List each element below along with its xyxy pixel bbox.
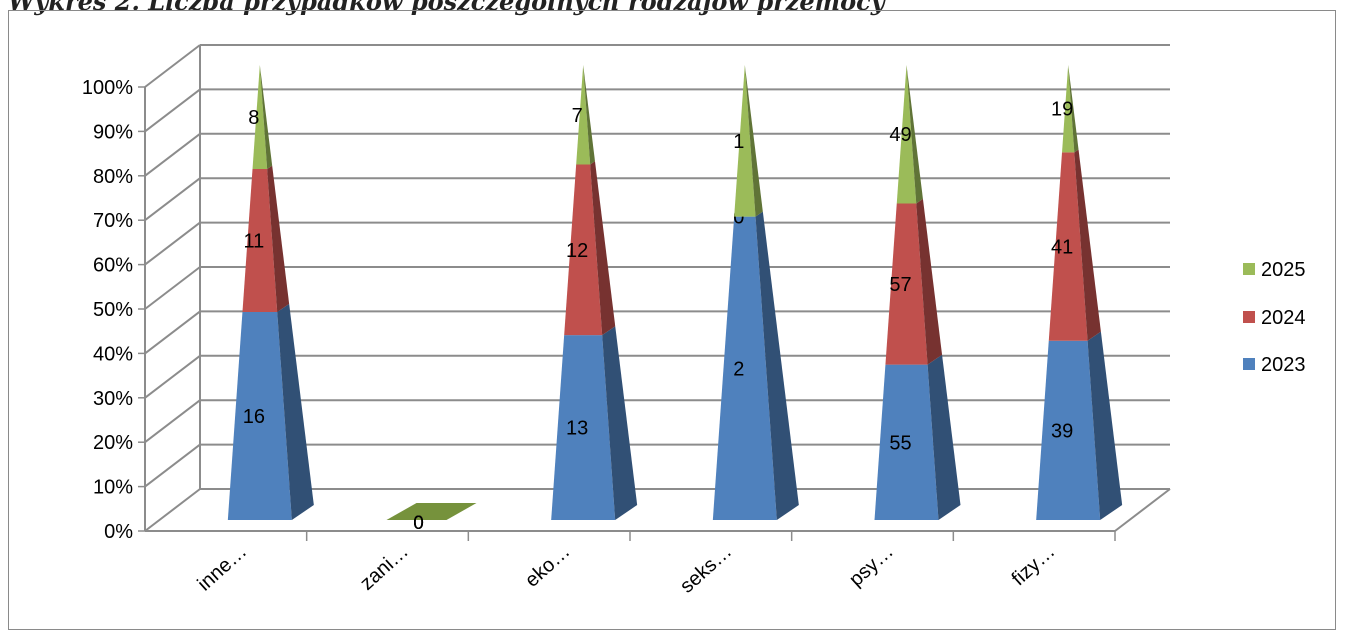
- data-label: 8: [248, 107, 259, 129]
- pyramid-side-2024: [267, 165, 290, 312]
- pyramid-side-2023: [927, 354, 961, 520]
- pyramid-side-2024: [590, 161, 616, 336]
- data-label: 0: [413, 513, 424, 534]
- x-tick-label: psy…: [845, 540, 898, 591]
- side-gridline: [144, 310, 201, 355]
- pyramid-side-2025: [1068, 65, 1079, 153]
- y-tick-label: 0%: [104, 521, 133, 543]
- x-tick-label: eko…: [521, 540, 575, 591]
- side-gridline: [144, 88, 201, 133]
- y-tick-label: 80%: [93, 166, 133, 188]
- data-label: 49: [889, 124, 911, 146]
- side-gridline: [144, 133, 201, 177]
- x-tick-label: inne…: [193, 540, 251, 595]
- pyramid-side-2025: [259, 65, 273, 169]
- legend-label: 2025: [1261, 259, 1306, 281]
- pyramid-segment-2025: [1062, 65, 1075, 153]
- pyramid-segment-2023: [712, 216, 777, 520]
- chart-title: Wykres 2. Liczba przypadków poszczególny…: [8, 0, 885, 16]
- pyramid-side-2023: [277, 303, 314, 520]
- data-label: 1: [733, 131, 744, 153]
- y-tick-label: 100%: [82, 77, 133, 99]
- side-gridline: [144, 399, 201, 443]
- pyramid-side-2025: [583, 65, 595, 165]
- data-label: 16: [243, 406, 265, 428]
- y-tick-label: 50%: [93, 299, 133, 321]
- side-gridline: [144, 44, 201, 88]
- pyramid-segment-2024: [1048, 152, 1088, 341]
- y-tick-label: 70%: [93, 210, 133, 232]
- data-label: 2: [733, 358, 744, 380]
- y-tick-label: 30%: [93, 388, 133, 410]
- pyramid-side-2024: [916, 198, 943, 365]
- empty-category-marker: [386, 503, 477, 520]
- side-gridline: [144, 355, 201, 399]
- pyramid-segment-2023: [227, 312, 292, 520]
- pyramid-segment-2025: [734, 65, 756, 217]
- pyramid-side-2024: [1074, 149, 1101, 341]
- pyramid-side-2023: [602, 326, 638, 520]
- data-label: 55: [889, 432, 911, 454]
- data-label: 19: [1051, 99, 1073, 121]
- legend-swatch-2025: [1243, 263, 1255, 275]
- pyramid-segment-2023: [1036, 340, 1101, 520]
- side-gridline: [144, 266, 201, 310]
- side-gridline: [144, 488, 201, 532]
- data-label: 57: [889, 274, 911, 296]
- legend-label: 2024: [1261, 307, 1306, 329]
- pyramid-segment-2024: [885, 203, 928, 365]
- data-label: 12: [566, 240, 588, 262]
- x-tick-label: fizy…: [1008, 540, 1060, 590]
- side-gridline: [144, 177, 201, 221]
- pyramid-segment-2023: [874, 364, 939, 520]
- pyramid-side-2025: [906, 65, 923, 204]
- x-tick-label: seks…: [676, 540, 736, 597]
- data-label: 0: [413, 513, 424, 534]
- x-tick-label: zani…: [356, 540, 413, 594]
- floor-edge: [1114, 488, 1171, 532]
- side-gridline: [144, 221, 201, 266]
- data-label: 0: [413, 513, 424, 534]
- y-tick-label: 60%: [93, 255, 133, 277]
- pyramid-segment-2024: [564, 164, 603, 336]
- legend-swatch-2023: [1243, 358, 1255, 370]
- data-label: 11: [243, 231, 264, 253]
- pyramid-side-2025: [744, 65, 763, 217]
- pyramid-side-2023: [755, 211, 799, 520]
- data-label: 41: [1051, 237, 1073, 259]
- y-tick-label: 40%: [93, 343, 133, 365]
- legend-swatch-2024: [1243, 311, 1255, 323]
- data-label: 39: [1051, 420, 1073, 442]
- pyramid-segment-2023: [551, 335, 616, 520]
- pyramid-segment-2025: [896, 65, 917, 204]
- side-gridline: [144, 443, 201, 488]
- pyramid-side-2023: [1087, 331, 1123, 520]
- data-label: 13: [566, 418, 588, 440]
- pyramid-segment-2025: [576, 65, 591, 165]
- legend-label: 2023: [1261, 354, 1306, 376]
- y-tick-label: 90%: [93, 121, 133, 143]
- y-tick-label: 20%: [93, 432, 133, 454]
- pyramid-segment-2025: [252, 65, 268, 169]
- y-tick-label: 10%: [93, 477, 133, 499]
- pyramid-segment-2024: [242, 169, 278, 312]
- data-label: 7: [572, 105, 583, 127]
- data-label: 0: [733, 207, 744, 229]
